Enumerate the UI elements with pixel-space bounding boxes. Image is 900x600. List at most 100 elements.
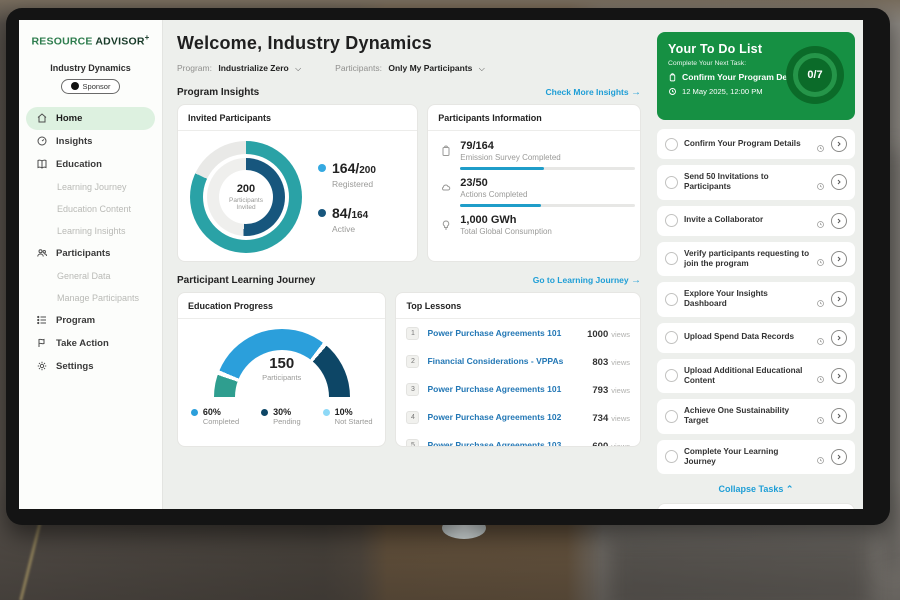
task-checkbox[interactable] — [665, 331, 678, 344]
lesson-rank: 3 — [406, 382, 420, 396]
clock-icon — [816, 452, 825, 465]
sidebar-item-label: Learning Journey — [57, 181, 127, 192]
todo-progress-ring: 0/7 — [786, 46, 844, 104]
lesson-link[interactable]: Financial Considerations - VPPAs — [427, 356, 564, 366]
participants-filter-value: Only My Participants — [388, 63, 473, 73]
sidebar-item-take-action[interactable]: Take Action — [19, 332, 162, 355]
lesson-row: 4 Power Purchase Agreements 102 734 views — [396, 403, 640, 431]
task-checkbox[interactable] — [665, 175, 678, 189]
task-label: Upload Additional Educational Content — [684, 365, 803, 385]
task-checkbox[interactable] — [665, 409, 678, 423]
lesson-rank: 5 — [406, 438, 420, 446]
sidebar-item-home[interactable]: Home — [26, 106, 155, 130]
task-checkbox[interactable] — [665, 369, 678, 383]
lesson-row: 1 Power Purchase Agreements 101 1000 view… — [396, 319, 640, 347]
chevron-right-icon[interactable] — [831, 367, 847, 384]
chevron-down-icon: ⌵ — [295, 64, 302, 73]
invited-participants-card: Invited Participants 200 Participants In… — [177, 104, 419, 262]
todo-due-label: 12 May 2025, 12:00 PM — [682, 87, 763, 96]
check-more-insights-link[interactable]: Check More Insights → — [545, 87, 641, 98]
sidebar-item-insights[interactable]: Insights — [19, 130, 162, 153]
lesson-link[interactable]: Power Purchase Agreements 103 — [427, 440, 562, 447]
home-icon — [36, 112, 48, 124]
not-started-pct: 10% — [334, 407, 353, 417]
participants-invited-label: Participants Invited — [229, 197, 263, 211]
sidebar-item-learning-insights[interactable]: Learning Insights — [19, 220, 162, 242]
todo-due-date: 12 May 2025, 12:00 PM — [668, 87, 844, 96]
lesson-link[interactable]: Power Purchase Agreements 101 — [427, 384, 562, 394]
dashboard-screen: RESOURCE ADVISOR+ Industry Dynamics Spon… — [19, 20, 863, 509]
not-started-label: Not Started — [334, 417, 373, 426]
participants-icon — [36, 247, 48, 259]
chevron-right-icon[interactable] — [831, 250, 847, 267]
chevron-right-icon[interactable] — [831, 448, 847, 465]
sidebar-item-settings[interactable]: Settings — [19, 355, 162, 378]
task-checkbox[interactable] — [665, 450, 678, 464]
active-value: 84/ — [332, 205, 352, 221]
sponsor-badge-icon — [70, 82, 79, 90]
lesson-link[interactable]: Power Purchase Agreements 101 — [427, 328, 562, 338]
program-filter[interactable]: Program: Industrialize Zero ⌵ — [177, 63, 301, 74]
participants-information-card: Participants Information 79/164 Emission… — [427, 104, 641, 262]
task-confirm-program-details[interactable]: Confirm Your Program Details — [657, 129, 855, 159]
task-checkbox[interactable] — [665, 292, 678, 306]
leaf-icon — [440, 181, 452, 193]
sidebar-item-learning-journey[interactable]: Learning Journey — [19, 176, 162, 198]
gear-icon — [36, 360, 48, 372]
task-invite-collaborator[interactable]: Invite a Collaborator — [657, 205, 855, 236]
top-lessons-card: Top Lessons 1 Power Purchase Agreements … — [395, 292, 641, 447]
task-label: Explore Your Insights Dashboard — [684, 289, 768, 309]
main-content: Welcome, Industry Dynamics Program: Indu… — [163, 20, 651, 509]
global-consumption-stat: 1,000 GWh Total Global Consumption — [440, 214, 628, 236]
chevron-right-icon[interactable] — [831, 174, 847, 191]
task-upload-educational-content[interactable]: Upload Additional Educational Content — [657, 358, 855, 393]
arrow-right-icon: → — [631, 87, 641, 98]
lesson-rank: 2 — [406, 354, 420, 368]
task-verify-participants[interactable]: Verify participants requesting to join t… — [657, 241, 855, 276]
clock-icon — [668, 87, 677, 96]
sidebar-item-label: General Data — [57, 270, 111, 281]
sidebar-item-education-content[interactable]: Education Content — [19, 198, 162, 220]
sidebar-item-program[interactable]: Program — [19, 309, 162, 332]
sidebar-item-participants[interactable]: Participants — [19, 242, 162, 265]
chevron-right-icon[interactable] — [831, 408, 847, 425]
section-title-program-insights: Program Insights — [177, 87, 260, 98]
sidebar-item-label: Take Action — [56, 337, 109, 349]
collapse-tasks-link[interactable]: Collapse Tasks ⌃ — [718, 484, 794, 494]
task-explore-insights[interactable]: Explore Your Insights Dashboard — [657, 282, 855, 317]
chevron-right-icon[interactable] — [831, 329, 847, 346]
chevron-right-icon[interactable] — [831, 291, 847, 308]
task-send-invitations[interactable]: Send 50 Invitations to Participants — [657, 165, 855, 200]
task-achieve-sustainability-target[interactable]: Achieve One Sustainability Target — [657, 399, 855, 434]
task-label: Complete Your Learning Journey — [684, 446, 779, 466]
education-progress-gauge-chart: 150 Participants — [213, 329, 350, 397]
actions-completed-stat: 23/50 Actions Completed — [440, 177, 636, 207]
task-label: Achieve One Sustainability Target — [684, 406, 790, 426]
participants-filter[interactable]: Participants: Only My Participants ⌵ — [335, 63, 485, 74]
task-checkbox[interactable] — [665, 252, 678, 266]
donut-center: 200 Participants Invited — [219, 170, 273, 224]
sidebar-item-general-data[interactable]: General Data — [19, 265, 162, 287]
clock-icon — [816, 254, 825, 267]
task-upload-spend-data[interactable]: Upload Spend Data Records — [657, 322, 855, 353]
sidebar-item-education[interactable]: Education — [19, 153, 162, 176]
lesson-link[interactable]: Power Purchase Agreements 102 — [427, 412, 562, 422]
card-title: Top Lessons — [396, 293, 640, 319]
task-checkbox[interactable] — [665, 137, 678, 151]
views-suffix: views — [611, 330, 630, 339]
todo-summary-card: Your To Do List Complete Your Next Task:… — [657, 32, 855, 120]
arrow-right-icon: → — [631, 275, 641, 286]
task-complete-learning-journey[interactable]: Complete Your Learning Journey — [657, 439, 855, 474]
go-to-learning-journey-link[interactable]: Go to Learning Journey → — [532, 275, 641, 286]
task-checkbox[interactable] — [665, 214, 678, 227]
chevron-right-icon[interactable] — [831, 212, 847, 229]
filter-bar: Program: Industrialize Zero ⌵ Participan… — [177, 63, 641, 74]
chevron-right-icon[interactable] — [831, 136, 847, 152]
participants-count-label: Participants — [262, 373, 302, 382]
monitor-bezel: RESOURCE ADVISOR+ Industry Dynamics Spon… — [6, 8, 890, 525]
invited-participants-donut-chart: 200 Participants Invited — [190, 141, 302, 253]
sidebar-item-manage-participants[interactable]: Manage Participants — [19, 287, 162, 309]
task-label: Invite a Collaborator — [684, 215, 764, 225]
section-title-learning-journey: Participant Learning Journey — [177, 275, 316, 286]
